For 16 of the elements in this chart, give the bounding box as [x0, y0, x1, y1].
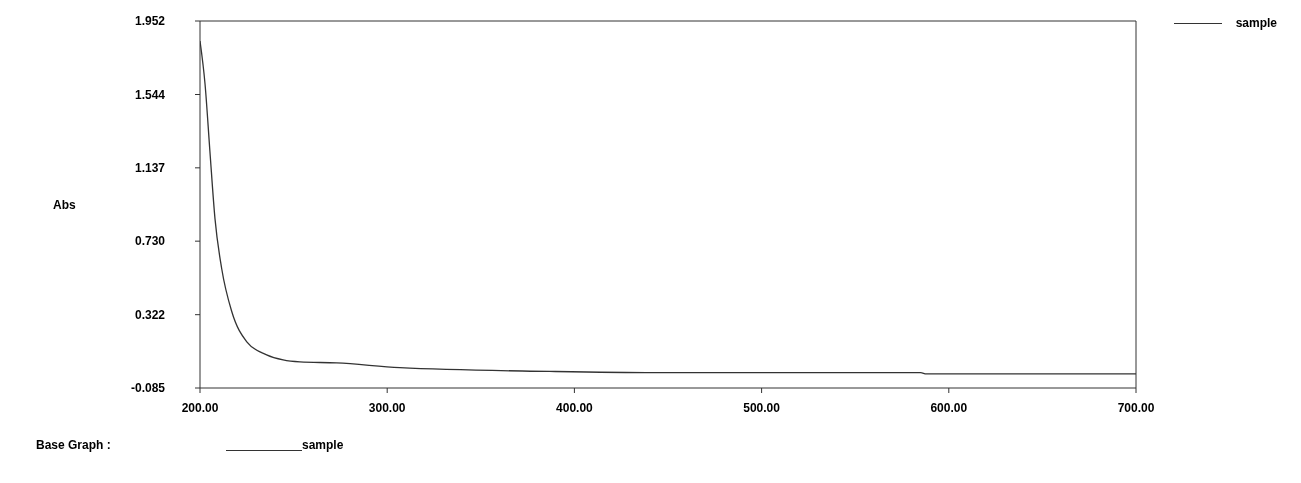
y-axis-title: Abs	[53, 197, 76, 212]
x-tick-label: 500.00	[743, 400, 781, 415]
y-tick-label: -0.085	[130, 381, 166, 396]
y-tick-label: 1.544	[134, 87, 166, 102]
y-tick-label: 1.952	[134, 14, 166, 29]
x-tick-label: 700.00	[1117, 400, 1155, 415]
x-tick-label: 300.00	[368, 400, 406, 415]
y-tick-label: 1.137	[134, 161, 166, 176]
x-tick-label: 200.00	[181, 400, 219, 415]
legend-label: sample	[1235, 16, 1277, 30]
text: Base Graph :	[36, 438, 112, 452]
x-tick-label: 400.00	[556, 400, 594, 415]
text: sample	[302, 438, 344, 452]
y-tick-label: 0.322	[134, 307, 166, 322]
x-tick-label: 600.00	[930, 400, 968, 415]
y-tick-label: 0.730	[134, 234, 166, 249]
